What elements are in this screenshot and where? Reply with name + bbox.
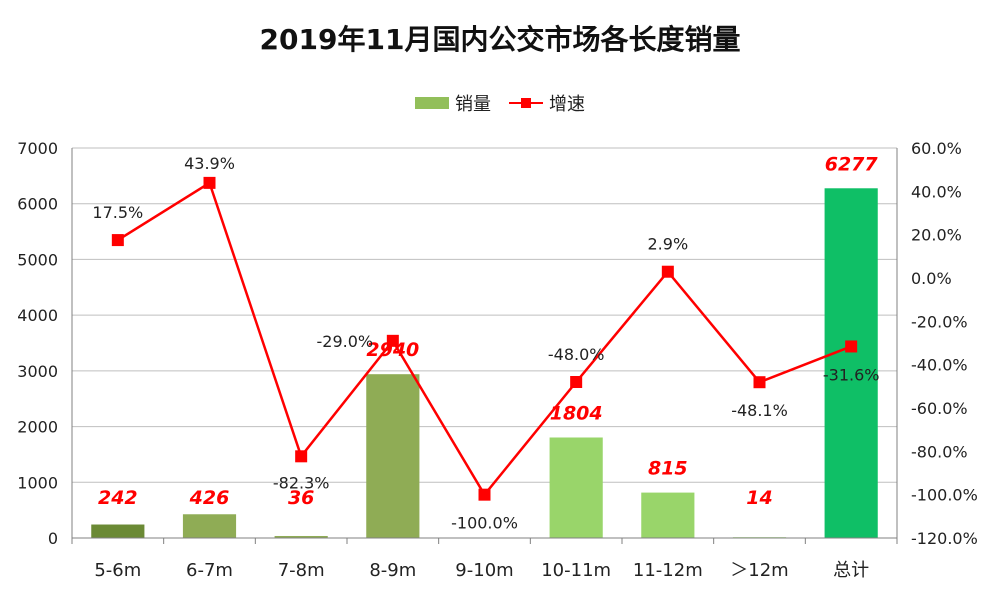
bar-value-label: 14 xyxy=(746,487,772,509)
growth-marker xyxy=(478,488,491,501)
x-tick-label: ＞12m xyxy=(730,560,788,581)
bar xyxy=(91,524,145,538)
x-tick-label: 11-12m xyxy=(633,560,703,581)
growth-value-label: 17.5% xyxy=(92,203,143,222)
bar xyxy=(366,374,420,538)
bar-value-label: 2940 xyxy=(366,339,419,361)
bar xyxy=(641,492,695,538)
growth-marker xyxy=(203,176,216,189)
growth-value-label: 43.9% xyxy=(184,154,235,173)
growth-marker xyxy=(295,450,308,463)
growth-marker xyxy=(111,234,124,247)
y-left-tick-label: 3000 xyxy=(17,362,58,381)
y-right-tick-label: -80.0% xyxy=(911,442,968,461)
bar xyxy=(549,437,603,538)
growth-marker xyxy=(661,265,674,278)
legend-item-growth: 增速 xyxy=(509,90,585,116)
bar xyxy=(274,535,328,538)
legend: 销量 增速 xyxy=(0,90,1000,116)
growth-value-label: -48.0% xyxy=(548,345,605,364)
growth-value-label: -29.0% xyxy=(317,332,374,351)
legend-label-sales: 销量 xyxy=(455,94,491,115)
growth-marker xyxy=(845,340,858,353)
legend-label-growth: 增速 xyxy=(549,94,585,115)
chart-title: 2019年11月国内公交市场各长度销量 xyxy=(259,23,741,56)
y-right-tick-label: -100.0% xyxy=(911,486,978,505)
legend-swatch-bar xyxy=(415,97,449,109)
bar xyxy=(182,514,237,538)
y-right-tick-label: 40.0% xyxy=(911,182,962,201)
growth-value-label: -31.6% xyxy=(823,365,880,384)
y-right-tick-label: 20.0% xyxy=(911,226,962,245)
growth-marker xyxy=(570,376,583,388)
growth-value-label: -48.1% xyxy=(731,401,788,420)
growth-marker xyxy=(753,376,766,389)
y-right-tick-label: -40.0% xyxy=(911,356,968,375)
bar-value-label: 815 xyxy=(648,458,688,480)
y-right-tick-label: -20.0% xyxy=(911,312,968,331)
x-tick-label: 6-7m xyxy=(186,560,233,581)
x-tick-label: 5-6m xyxy=(94,560,141,581)
y-right-tick-label: -120.0% xyxy=(911,529,978,548)
bar-value-label: 1804 xyxy=(550,402,603,424)
growth-value-label: -100.0% xyxy=(451,514,518,533)
x-tick-label: 总计 xyxy=(833,560,869,581)
x-tick-label: 8-9m xyxy=(369,560,416,581)
y-left-tick-label: 0 xyxy=(48,529,58,548)
growth-line xyxy=(117,180,852,497)
y-left-tick-label: 4000 xyxy=(17,306,58,325)
y-left-tick-label: 5000 xyxy=(17,250,58,269)
y-right-tick-label: 60.0% xyxy=(911,139,962,158)
bar-value-label: 36 xyxy=(288,487,314,509)
growth-marker xyxy=(386,334,399,347)
x-tick-label: 7-8m xyxy=(278,560,325,581)
legend-swatch-line xyxy=(509,97,543,109)
bar xyxy=(824,188,878,538)
y-right-tick-label: -60.0% xyxy=(911,399,968,418)
bar-value-label: 6277 xyxy=(825,153,879,175)
bar-value-label: 426 xyxy=(189,487,230,509)
bar-value-label: 242 xyxy=(98,487,138,509)
x-tick-label: 9-10m xyxy=(455,560,513,581)
growth-value-label: -82.3% xyxy=(273,473,330,492)
y-left-tick-label: 1000 xyxy=(17,473,58,492)
x-tick-label: 10-11m xyxy=(541,560,611,581)
growth-value-label: 2.9% xyxy=(648,235,689,254)
legend-item-sales: 销量 xyxy=(415,90,491,116)
y-left-tick-label: 7000 xyxy=(17,139,58,158)
y-left-tick-label: 2000 xyxy=(17,418,58,437)
y-right-tick-label: 0.0% xyxy=(911,269,952,288)
y-left-tick-label: 6000 xyxy=(17,195,58,214)
